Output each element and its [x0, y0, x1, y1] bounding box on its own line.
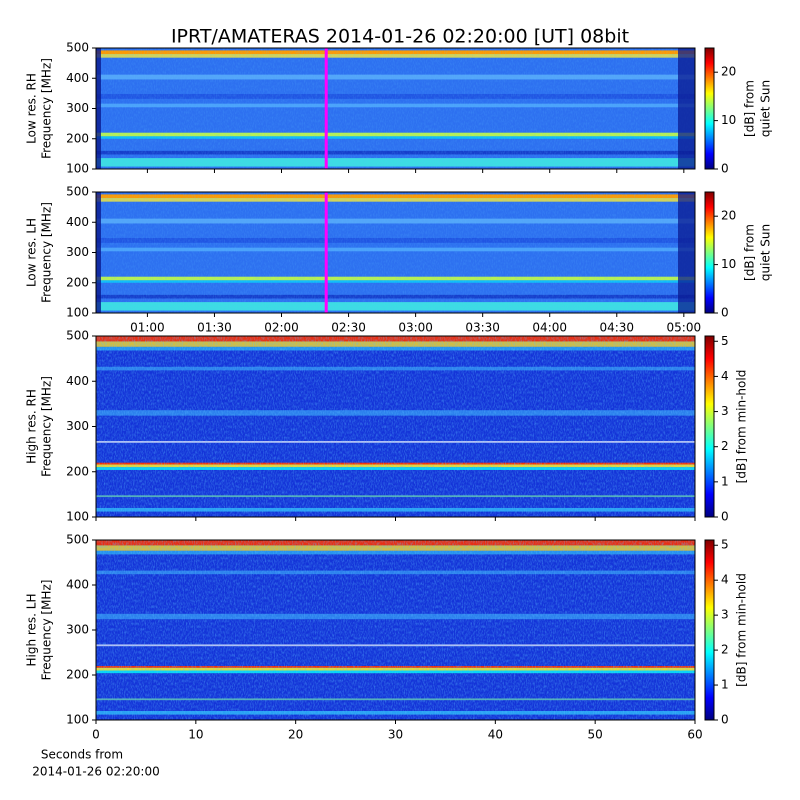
y-axis-label: Frequency [MHz]: [40, 58, 54, 159]
y-tick-label: 200: [66, 464, 89, 478]
colorbar-tick-label: 0: [721, 306, 729, 320]
y-tick-label: 500: [66, 185, 89, 199]
chart-title: IPRT/AMATERAS 2014-01-26 02:20:00 [UT] 0…: [171, 26, 629, 48]
colorbar-tick-label: 4: [721, 369, 729, 383]
colorbar-tick-label: 0: [721, 713, 729, 727]
x-tick-label: 0: [92, 728, 100, 742]
colorbar: [704, 335, 715, 518]
y-tick-label: 400: [66, 374, 89, 388]
y-tick-label: 300: [66, 623, 89, 637]
y-axis-label: High res. LH: [25, 593, 39, 666]
y-axis-label: Frequency [MHz]: [40, 580, 54, 681]
x-tick-label: 02:30: [331, 321, 366, 335]
colorbar-tick-label: 3: [721, 404, 729, 418]
colorbar-label: [dB] from min-hold: [735, 370, 749, 484]
x-tick-label: 20: [288, 728, 303, 742]
x-tick-label: 04:30: [599, 321, 634, 335]
colorbar-label: quiet Sun: [759, 224, 773, 281]
x-tick-label: 40: [488, 728, 503, 742]
colorbar-tick-label: 10: [721, 113, 736, 127]
y-tick-label: 400: [66, 71, 89, 85]
y-tick-label: 100: [66, 713, 89, 727]
data-gap: [678, 192, 695, 313]
data-gap: [96, 192, 101, 313]
x-axis-label: 2014-01-26 02:20:00: [32, 765, 159, 779]
colorbar-tick-label: 10: [721, 257, 736, 271]
y-tick-label: 500: [66, 329, 89, 343]
x-tick-label: 30: [388, 728, 403, 742]
x-axis-label: Seconds from: [41, 748, 123, 762]
y-tick-label: 100: [66, 162, 89, 176]
y-tick-label: 300: [66, 101, 89, 115]
y-axis-label: High res. RH: [25, 389, 39, 464]
colorbar-tick-label: 3: [721, 608, 729, 622]
y-axis-label: Frequency [MHz]: [40, 376, 54, 477]
spectrogram-noise: [96, 48, 695, 169]
colorbar: [704, 191, 715, 314]
colorbar-label: quiet Sun: [759, 80, 773, 137]
x-tick-label: 10: [188, 728, 203, 742]
colorbar-tick-label: 20: [721, 65, 736, 79]
y-tick-label: 400: [66, 215, 89, 229]
colorbar-tick-label: 5: [721, 334, 729, 348]
x-tick-label: 03:00: [398, 321, 433, 335]
data-gap: [678, 48, 695, 169]
colorbar-tick-label: 2: [721, 439, 729, 453]
colorbar-label: [dB] from min-hold: [735, 573, 749, 687]
y-tick-label: 500: [66, 533, 89, 547]
spectrogram-noise: [96, 540, 695, 720]
colorbar-label: [dB] from: [743, 80, 757, 137]
colorbar: [704, 539, 715, 721]
colorbar-tick-label: 0: [721, 510, 729, 524]
y-axis-label: Low res. LH: [25, 218, 39, 287]
x-tick-label: 01:30: [197, 321, 232, 335]
y-tick-label: 500: [66, 41, 89, 55]
y-tick-label: 300: [66, 419, 89, 433]
colorbar-tick-label: 5: [721, 538, 729, 552]
colorbar-tick-label: 1: [721, 474, 729, 488]
colorbar-tick-label: 20: [721, 209, 736, 223]
y-axis-label: Low res. RH: [25, 73, 39, 144]
colorbar-tick-label: 0: [721, 162, 729, 176]
y-tick-label: 100: [66, 306, 89, 320]
y-axis-label: Frequency [MHz]: [40, 202, 54, 303]
x-tick-label: 01:00: [130, 321, 165, 335]
data-gap: [96, 48, 101, 169]
colorbar-tick-label: 4: [721, 573, 729, 587]
spectrogram-noise: [96, 192, 695, 313]
y-tick-label: 200: [66, 668, 89, 682]
colorbar-label: [dB] from: [743, 224, 757, 281]
y-tick-label: 200: [66, 275, 89, 289]
x-tick-label: 05:00: [667, 321, 702, 335]
y-tick-label: 100: [66, 510, 89, 524]
colorbar-tick-label: 1: [721, 678, 729, 692]
spectrogram-noise: [96, 336, 695, 517]
y-tick-label: 400: [66, 578, 89, 592]
x-tick-label: 03:30: [465, 321, 500, 335]
y-tick-label: 300: [66, 245, 89, 259]
x-tick-label: 04:00: [532, 321, 567, 335]
colorbar-tick-label: 2: [721, 643, 729, 657]
x-tick-label: 02:00: [264, 321, 299, 335]
x-tick-label: 60: [687, 728, 702, 742]
x-tick-label: 50: [588, 728, 603, 742]
colorbar: [704, 47, 715, 170]
y-tick-label: 200: [66, 131, 89, 145]
